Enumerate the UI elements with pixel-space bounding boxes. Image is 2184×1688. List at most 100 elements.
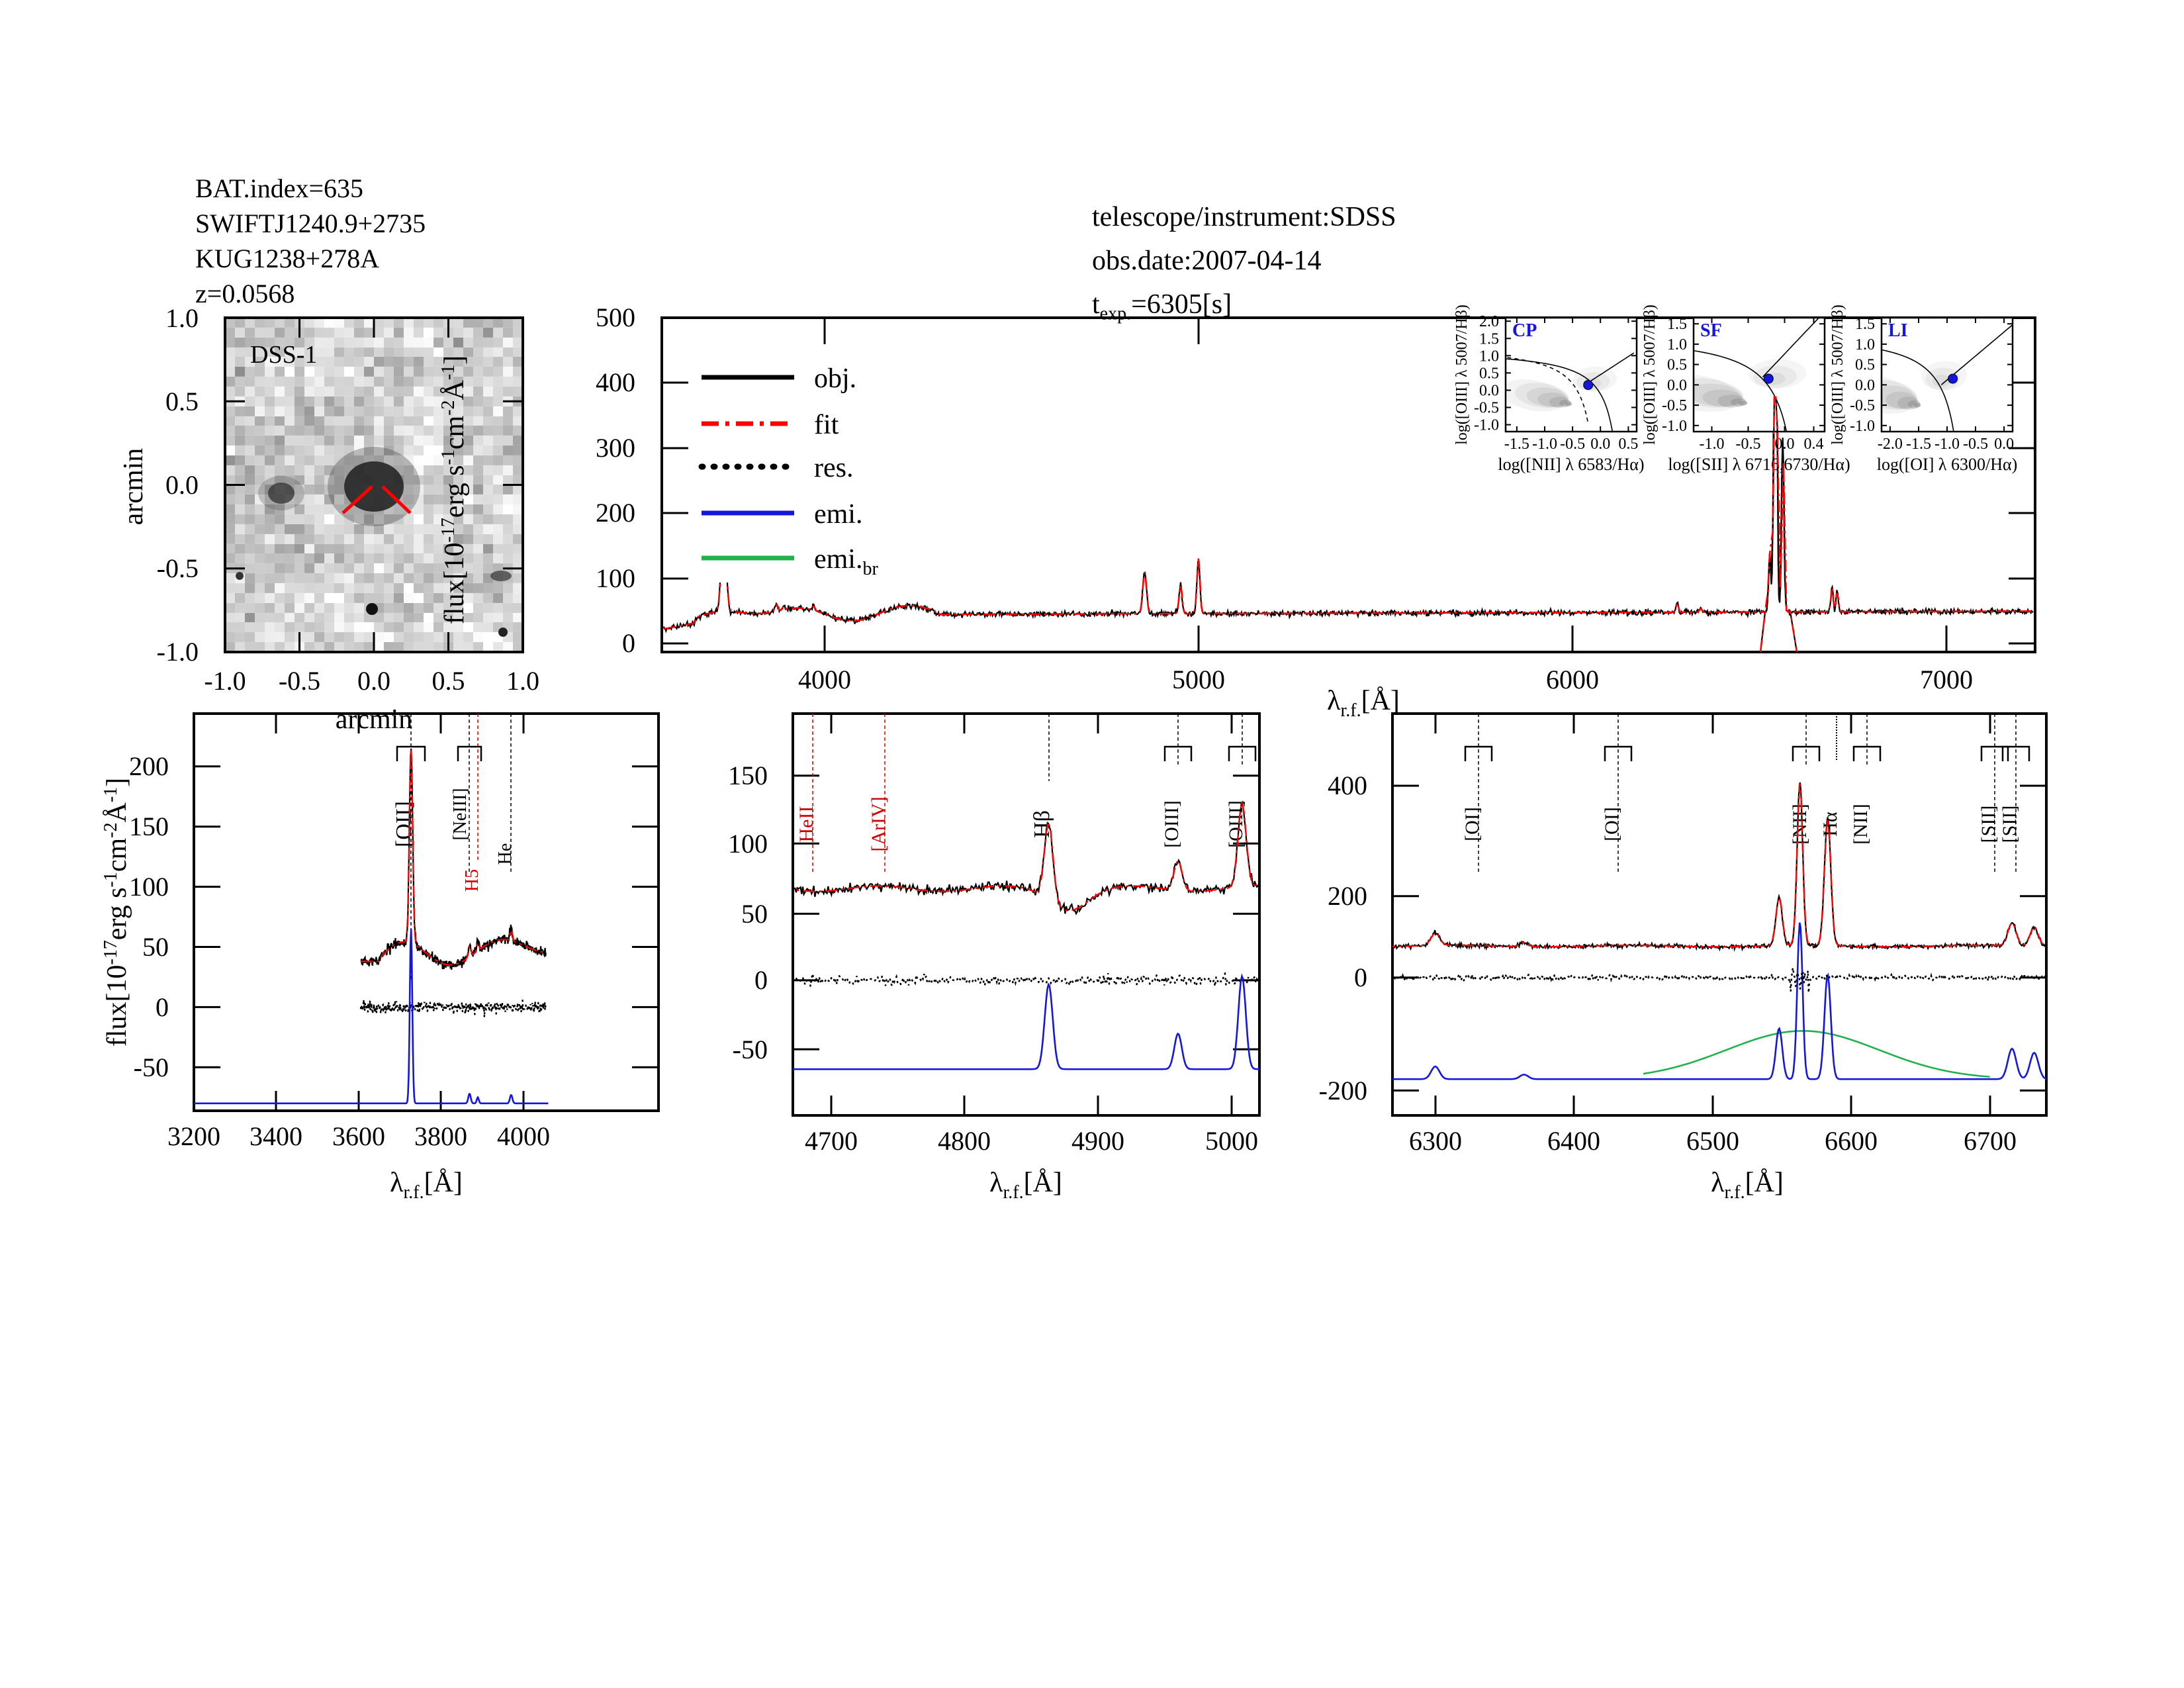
svg-text:-0.5: -0.5 <box>279 666 320 696</box>
svg-text:0.5: 0.5 <box>432 666 465 696</box>
svg-text:50: 50 <box>741 899 768 929</box>
svg-text:300: 300 <box>596 433 635 463</box>
svg-text:100: 100 <box>129 872 169 902</box>
svg-text:0.5: 0.5 <box>1618 436 1638 453</box>
svg-text:-0.5: -0.5 <box>1560 436 1585 453</box>
svg-text:6700: 6700 <box>1964 1126 2017 1156</box>
svg-text:6500: 6500 <box>1686 1126 1739 1156</box>
svg-text:[OI]: [OI] <box>1461 807 1483 841</box>
svg-text:0.0: 0.0 <box>1667 377 1687 394</box>
svg-text:-1.0: -1.0 <box>1934 436 1960 453</box>
svg-text:DSS-1: DSS-1 <box>250 341 317 369</box>
svg-text:He: He <box>495 843 516 865</box>
svg-text:0.5: 0.5 <box>1667 357 1687 374</box>
svg-text:4000: 4000 <box>497 1121 550 1151</box>
svg-text:log([OI] λ 6300/Hα): log([OI] λ 6300/Hα) <box>1877 455 2018 474</box>
svg-text:0.0: 0.0 <box>357 666 390 696</box>
svg-text:[NII]: [NII] <box>1850 804 1872 845</box>
svg-text:150: 150 <box>129 812 169 841</box>
svg-text:log([NII] λ 6583/Hα): log([NII] λ 6583/Hα) <box>1498 455 1644 474</box>
svg-text:-0.5: -0.5 <box>1963 436 1988 453</box>
svg-text:[OI]: [OI] <box>1601 807 1623 841</box>
svg-text:150: 150 <box>728 761 768 790</box>
svg-text:[SII]: [SII] <box>1999 806 2021 843</box>
svg-text:3800: 3800 <box>414 1121 467 1151</box>
svg-text:3200: 3200 <box>167 1121 220 1151</box>
svg-text:0: 0 <box>1354 962 1367 992</box>
svg-text:-0.5: -0.5 <box>1850 397 1875 414</box>
svg-text:log([SII] λ 6716,6730/Hα): log([SII] λ 6716,6730/Hα) <box>1668 455 1850 474</box>
svg-text:200: 200 <box>129 751 169 781</box>
svg-text:1.0: 1.0 <box>1667 336 1687 353</box>
svg-text:log([OIII] λ 5007/Hβ): log([OIII] λ 5007/Hβ) <box>1641 305 1659 445</box>
svg-text:emi.: emi. <box>814 499 862 530</box>
svg-text:0.0: 0.0 <box>1590 436 1610 453</box>
svg-text:6000: 6000 <box>1546 665 1599 694</box>
svg-text:5000: 5000 <box>1205 1126 1258 1156</box>
svg-text:0.0: 0.0 <box>1855 377 1875 394</box>
svg-text:0.0: 0.0 <box>1479 383 1499 400</box>
svg-text:Hα: Hα <box>1819 812 1841 837</box>
svg-text:0: 0 <box>622 628 635 658</box>
svg-text:flux[10-17erg s-1cm-2Å-1]: flux[10-17erg s-1cm-2Å-1] <box>438 355 470 624</box>
svg-text:100: 100 <box>596 563 635 593</box>
svg-text:-1.0: -1.0 <box>1662 418 1687 435</box>
svg-text:H5: H5 <box>462 869 482 892</box>
svg-text:1.0: 1.0 <box>165 303 199 333</box>
svg-text:-1.0: -1.0 <box>1474 417 1499 434</box>
svg-text:res.: res. <box>814 453 853 483</box>
svg-text:0.5: 0.5 <box>165 387 199 416</box>
svg-text:-1.0: -1.0 <box>157 637 199 667</box>
svg-text:λr.f.[Å]: λr.f.[Å] <box>1327 686 1400 721</box>
svg-text:0: 0 <box>156 992 169 1022</box>
svg-text:-0.5: -0.5 <box>1474 400 1499 417</box>
svg-text:-0.5: -0.5 <box>1662 397 1687 414</box>
svg-text:0.5: 0.5 <box>1855 357 1875 374</box>
svg-text:1.0: 1.0 <box>1479 348 1499 365</box>
svg-text:[OIII]: [OIII] <box>1161 800 1183 848</box>
svg-text:λr.f.[Å]: λr.f.[Å] <box>390 1168 463 1203</box>
svg-text:-1.0: -1.0 <box>204 666 246 696</box>
svg-text:λr.f.[Å]: λr.f.[Å] <box>989 1168 1062 1203</box>
svg-text:flux[10-17erg s-1cm-2Å-1]: flux[10-17erg s-1cm-2Å-1] <box>101 778 132 1047</box>
svg-text:[ArIV]: [ArIV] <box>868 796 889 851</box>
svg-text:0.0: 0.0 <box>1994 436 2014 453</box>
svg-text:1.5: 1.5 <box>1479 330 1499 348</box>
svg-text:-2.0: -2.0 <box>1878 436 1903 453</box>
svg-text:1.5: 1.5 <box>1667 316 1687 333</box>
svg-text:1.0: 1.0 <box>506 666 539 696</box>
svg-text:200: 200 <box>1328 881 1367 911</box>
svg-text:2.0: 2.0 <box>1479 313 1499 330</box>
svg-text:arcmin: arcmin <box>336 704 413 735</box>
svg-text:6400: 6400 <box>1547 1126 1600 1156</box>
svg-text:-1.0: -1.0 <box>1532 436 1557 453</box>
svg-text:-1.0: -1.0 <box>1700 436 1725 453</box>
svg-text:arcmin: arcmin <box>118 448 149 526</box>
svg-text:0.5: 0.5 <box>1479 365 1499 382</box>
svg-text:log([OIII] λ 5007/Hβ): log([OIII] λ 5007/Hβ) <box>1453 305 1471 445</box>
svg-text:LI: LI <box>1888 320 1908 341</box>
svg-text:SF: SF <box>1700 320 1722 341</box>
svg-text:400: 400 <box>1328 771 1367 800</box>
svg-text:4700: 4700 <box>805 1126 858 1156</box>
svg-text:6300: 6300 <box>1409 1126 1462 1156</box>
svg-text:4800: 4800 <box>938 1126 991 1156</box>
svg-text:1.5: 1.5 <box>1855 316 1875 333</box>
svg-text:3600: 3600 <box>332 1121 385 1151</box>
svg-text:[SII]: [SII] <box>1978 806 1999 843</box>
svg-text:500: 500 <box>596 303 635 332</box>
svg-text:200: 200 <box>596 498 635 528</box>
svg-text:0.4: 0.4 <box>1804 436 1824 453</box>
svg-text:100: 100 <box>728 829 768 859</box>
svg-text:-1.0: -1.0 <box>1850 418 1875 435</box>
svg-text:-0.5: -0.5 <box>157 553 199 583</box>
svg-text:log([OIII] λ 5007/Hβ): log([OIII] λ 5007/Hβ) <box>1829 305 1846 445</box>
svg-text:fit: fit <box>814 410 839 440</box>
svg-text:CP: CP <box>1512 320 1537 341</box>
svg-text:[NII]: [NII] <box>1789 804 1811 845</box>
svg-text:λr.f.[Å]: λr.f.[Å] <box>1711 1168 1784 1203</box>
svg-text:-50: -50 <box>134 1053 169 1082</box>
svg-text:-200: -200 <box>1319 1076 1367 1105</box>
svg-text:-0.5: -0.5 <box>1736 436 1761 453</box>
svg-text:0: 0 <box>754 965 768 995</box>
